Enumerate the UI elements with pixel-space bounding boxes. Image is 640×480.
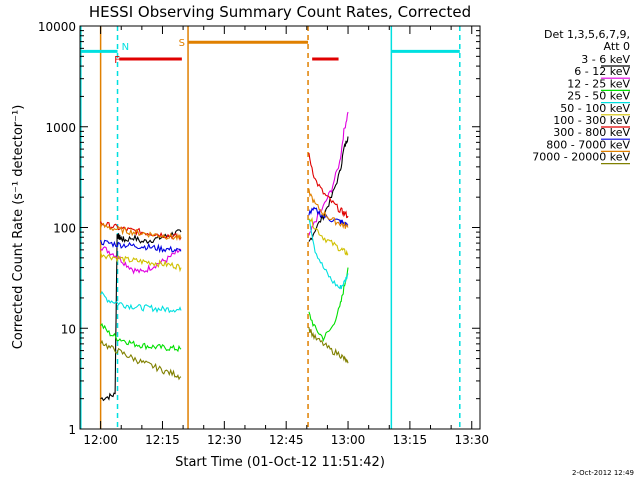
y-axis-label: Corrected Count Rate (s⁻¹ detector⁻¹) [11, 105, 26, 350]
y-tick-label: 10000 [38, 20, 76, 34]
y-tick-label: 10 [61, 322, 76, 336]
legend-label: 3 - 6 keV [581, 53, 630, 66]
series-0-segment-2 [308, 136, 349, 242]
chart-title: HESSI Observing Summary Count Rates, Cor… [89, 3, 471, 21]
series-2-segment-2 [308, 267, 349, 342]
series-6-segment-1 [100, 239, 182, 254]
series-3-segment-1 [100, 290, 182, 314]
legend-label: 25 - 50 keV [567, 90, 630, 103]
legend-title-line2: Att 0 [604, 40, 630, 53]
legend-label: 6 - 12 keV [574, 65, 630, 78]
footer-date: 2-Oct-2012 12:49 [571, 469, 634, 477]
series-4-segment-2 [308, 216, 349, 256]
flag-N: N [122, 42, 129, 53]
y-tick-label: 1 [68, 423, 76, 437]
plot-area: FN S [80, 26, 461, 429]
legend-label: 800 - 7000 keV [546, 138, 630, 151]
x-tick-label: 12:15 [145, 433, 180, 447]
legend-label: 7000 - 20000 keV [532, 151, 630, 164]
flag-S: S [179, 38, 185, 49]
x-tick-label: 13:30 [454, 433, 489, 447]
series-3-segment-2 [308, 218, 349, 290]
legend-label: 50 - 100 keV [560, 102, 630, 115]
series-1-segment-2 [308, 111, 349, 236]
legend-label: 12 - 25 keV [567, 77, 630, 90]
series-5-segment-2 [308, 152, 349, 219]
x-axis-label: Start Time (01-Oct-12 11:51:42) [175, 455, 385, 470]
y-tick-label: 1000 [45, 121, 76, 135]
x-tick-label: 12:45 [269, 433, 304, 447]
x-tick-label: 12:00 [83, 433, 118, 447]
plot-frame [79, 25, 481, 430]
flag-F: F [114, 55, 120, 66]
axes: 1 10 100 1000 10000 12:00 12:15 12:30 12:45 13:00… [38, 20, 489, 447]
x-tick-label: 13:15 [393, 433, 428, 447]
x-tick-label: 13:00 [331, 433, 366, 447]
series-2-segment-1 [100, 323, 182, 353]
series-4-segment-1 [100, 251, 182, 273]
legend-title-line1: Det 1,3,5,6,7,9, [544, 28, 630, 41]
series-7-segment-1 [100, 222, 182, 241]
series-6-segment-2 [308, 206, 349, 228]
legend-label: 300 - 800 keV [553, 126, 630, 139]
x-tick-label: 12:30 [207, 433, 242, 447]
series-8-segment-2 [308, 327, 349, 364]
y-tick-label: 100 [53, 222, 76, 236]
series-0-segment-1 [100, 229, 182, 402]
legend-label: 100 - 300 keV [553, 114, 630, 127]
series-8-segment-1 [100, 339, 182, 381]
series-7-segment-2 [308, 188, 349, 230]
